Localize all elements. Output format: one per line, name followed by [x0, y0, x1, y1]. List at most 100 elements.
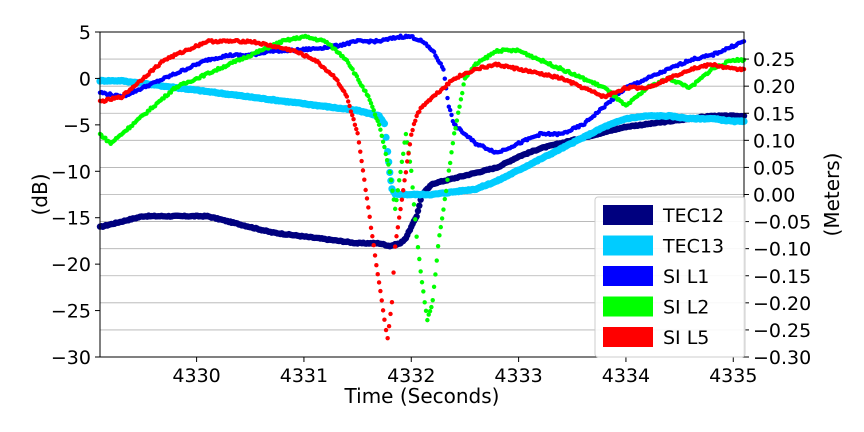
data-point	[386, 162, 391, 167]
data-point	[430, 297, 435, 303]
data-point	[414, 234, 419, 239]
y-right-tick-label: −0.25	[753, 320, 811, 342]
data-point	[457, 104, 462, 109]
data-point	[382, 133, 390, 141]
data-point	[438, 61, 443, 66]
data-point	[386, 324, 392, 329]
data-point	[438, 224, 443, 230]
data-point	[399, 197, 405, 202]
data-point	[425, 317, 430, 323]
data-point	[354, 126, 359, 132]
data-point	[350, 67, 355, 72]
data-point	[410, 127, 415, 133]
y-axis-right: 0.25 0.20 0.15 0.10 0.05 0.00 −0.05 −0.10 −0.15 −…	[744, 49, 811, 369]
data-point	[392, 244, 398, 249]
x-tick-label: 4332	[387, 365, 435, 387]
data-point	[419, 280, 425, 285]
data-point	[458, 97, 464, 102]
data-point	[379, 133, 384, 139]
data-point	[385, 335, 390, 341]
data-point	[403, 170, 409, 175]
y-axis-left-label: (dB)	[28, 173, 52, 215]
data-point	[431, 284, 437, 290]
data-point	[445, 177, 450, 183]
data-point	[354, 74, 360, 79]
data-point	[380, 120, 389, 128]
data-point	[394, 234, 399, 239]
series-si-l5	[97, 37, 747, 341]
data-point	[356, 140, 362, 145]
legend-swatch	[603, 235, 653, 256]
data-point	[423, 308, 429, 314]
data-point	[410, 185, 415, 190]
data-point	[376, 280, 382, 285]
data-point	[396, 178, 402, 183]
data-point	[391, 270, 396, 275]
y-left-tick-label: 0	[79, 68, 91, 90]
data-point	[346, 99, 351, 104]
data-point	[422, 300, 427, 305]
data-point	[437, 233, 442, 238]
data-point	[443, 188, 449, 194]
data-point	[435, 243, 441, 249]
data-point	[360, 84, 365, 89]
data-point	[348, 109, 354, 114]
data-point	[347, 103, 352, 109]
data-point	[396, 215, 402, 220]
data-point	[433, 272, 438, 277]
data-point	[409, 168, 414, 174]
data-point	[380, 139, 386, 145]
data-point	[368, 101, 374, 106]
series-si-l1	[97, 33, 747, 155]
data-point	[368, 225, 374, 231]
data-point	[370, 104, 375, 110]
data-point	[421, 289, 426, 294]
y-left-tick-label: −25	[51, 301, 91, 323]
data-point	[413, 217, 418, 222]
y-axis-left: 5 0 −5 −10 −15 −20 −25 −30	[51, 22, 100, 369]
data-point	[380, 308, 386, 313]
data-point	[364, 196, 370, 201]
data-point	[395, 188, 401, 193]
data-point	[382, 317, 387, 322]
legend-swatch	[603, 327, 653, 347]
data-point	[447, 107, 453, 113]
legend-swatch	[603, 205, 653, 225]
data-point	[403, 131, 409, 137]
data-point	[363, 88, 368, 94]
data-point	[382, 144, 387, 150]
y-left-tick-label: −30	[51, 347, 91, 369]
data-point	[366, 93, 371, 99]
data-point	[449, 112, 454, 118]
data-point	[362, 177, 367, 182]
y-right-tick-label: −0.15	[753, 266, 811, 288]
data-point	[372, 253, 378, 258]
y-axis-right-label: (Meters)	[820, 153, 844, 237]
data-point	[401, 151, 406, 157]
y-right-tick-label: −0.05	[753, 212, 811, 234]
data-point	[417, 256, 422, 262]
data-point	[427, 308, 433, 314]
data-point	[384, 158, 390, 163]
data-point	[392, 206, 398, 212]
y-right-tick-label: −0.10	[753, 239, 811, 261]
legend-label: SI L1	[663, 266, 709, 288]
data-point	[407, 142, 413, 147]
x-tick-label: 4333	[494, 365, 542, 387]
x-tick-label: 4335	[709, 365, 757, 387]
data-point	[378, 127, 383, 132]
data-point	[390, 188, 395, 193]
data-point	[449, 150, 454, 155]
data-point	[355, 131, 360, 136]
data-point	[378, 288, 383, 294]
y-right-tick-label: −0.20	[753, 293, 811, 315]
data-point	[370, 234, 375, 239]
data-point	[414, 207, 422, 215]
data-point	[442, 196, 448, 202]
data-point	[439, 216, 445, 221]
data-point	[454, 118, 460, 123]
data-point	[398, 206, 403, 212]
data-point	[374, 263, 379, 268]
x-tick-label: 4334	[602, 365, 650, 387]
